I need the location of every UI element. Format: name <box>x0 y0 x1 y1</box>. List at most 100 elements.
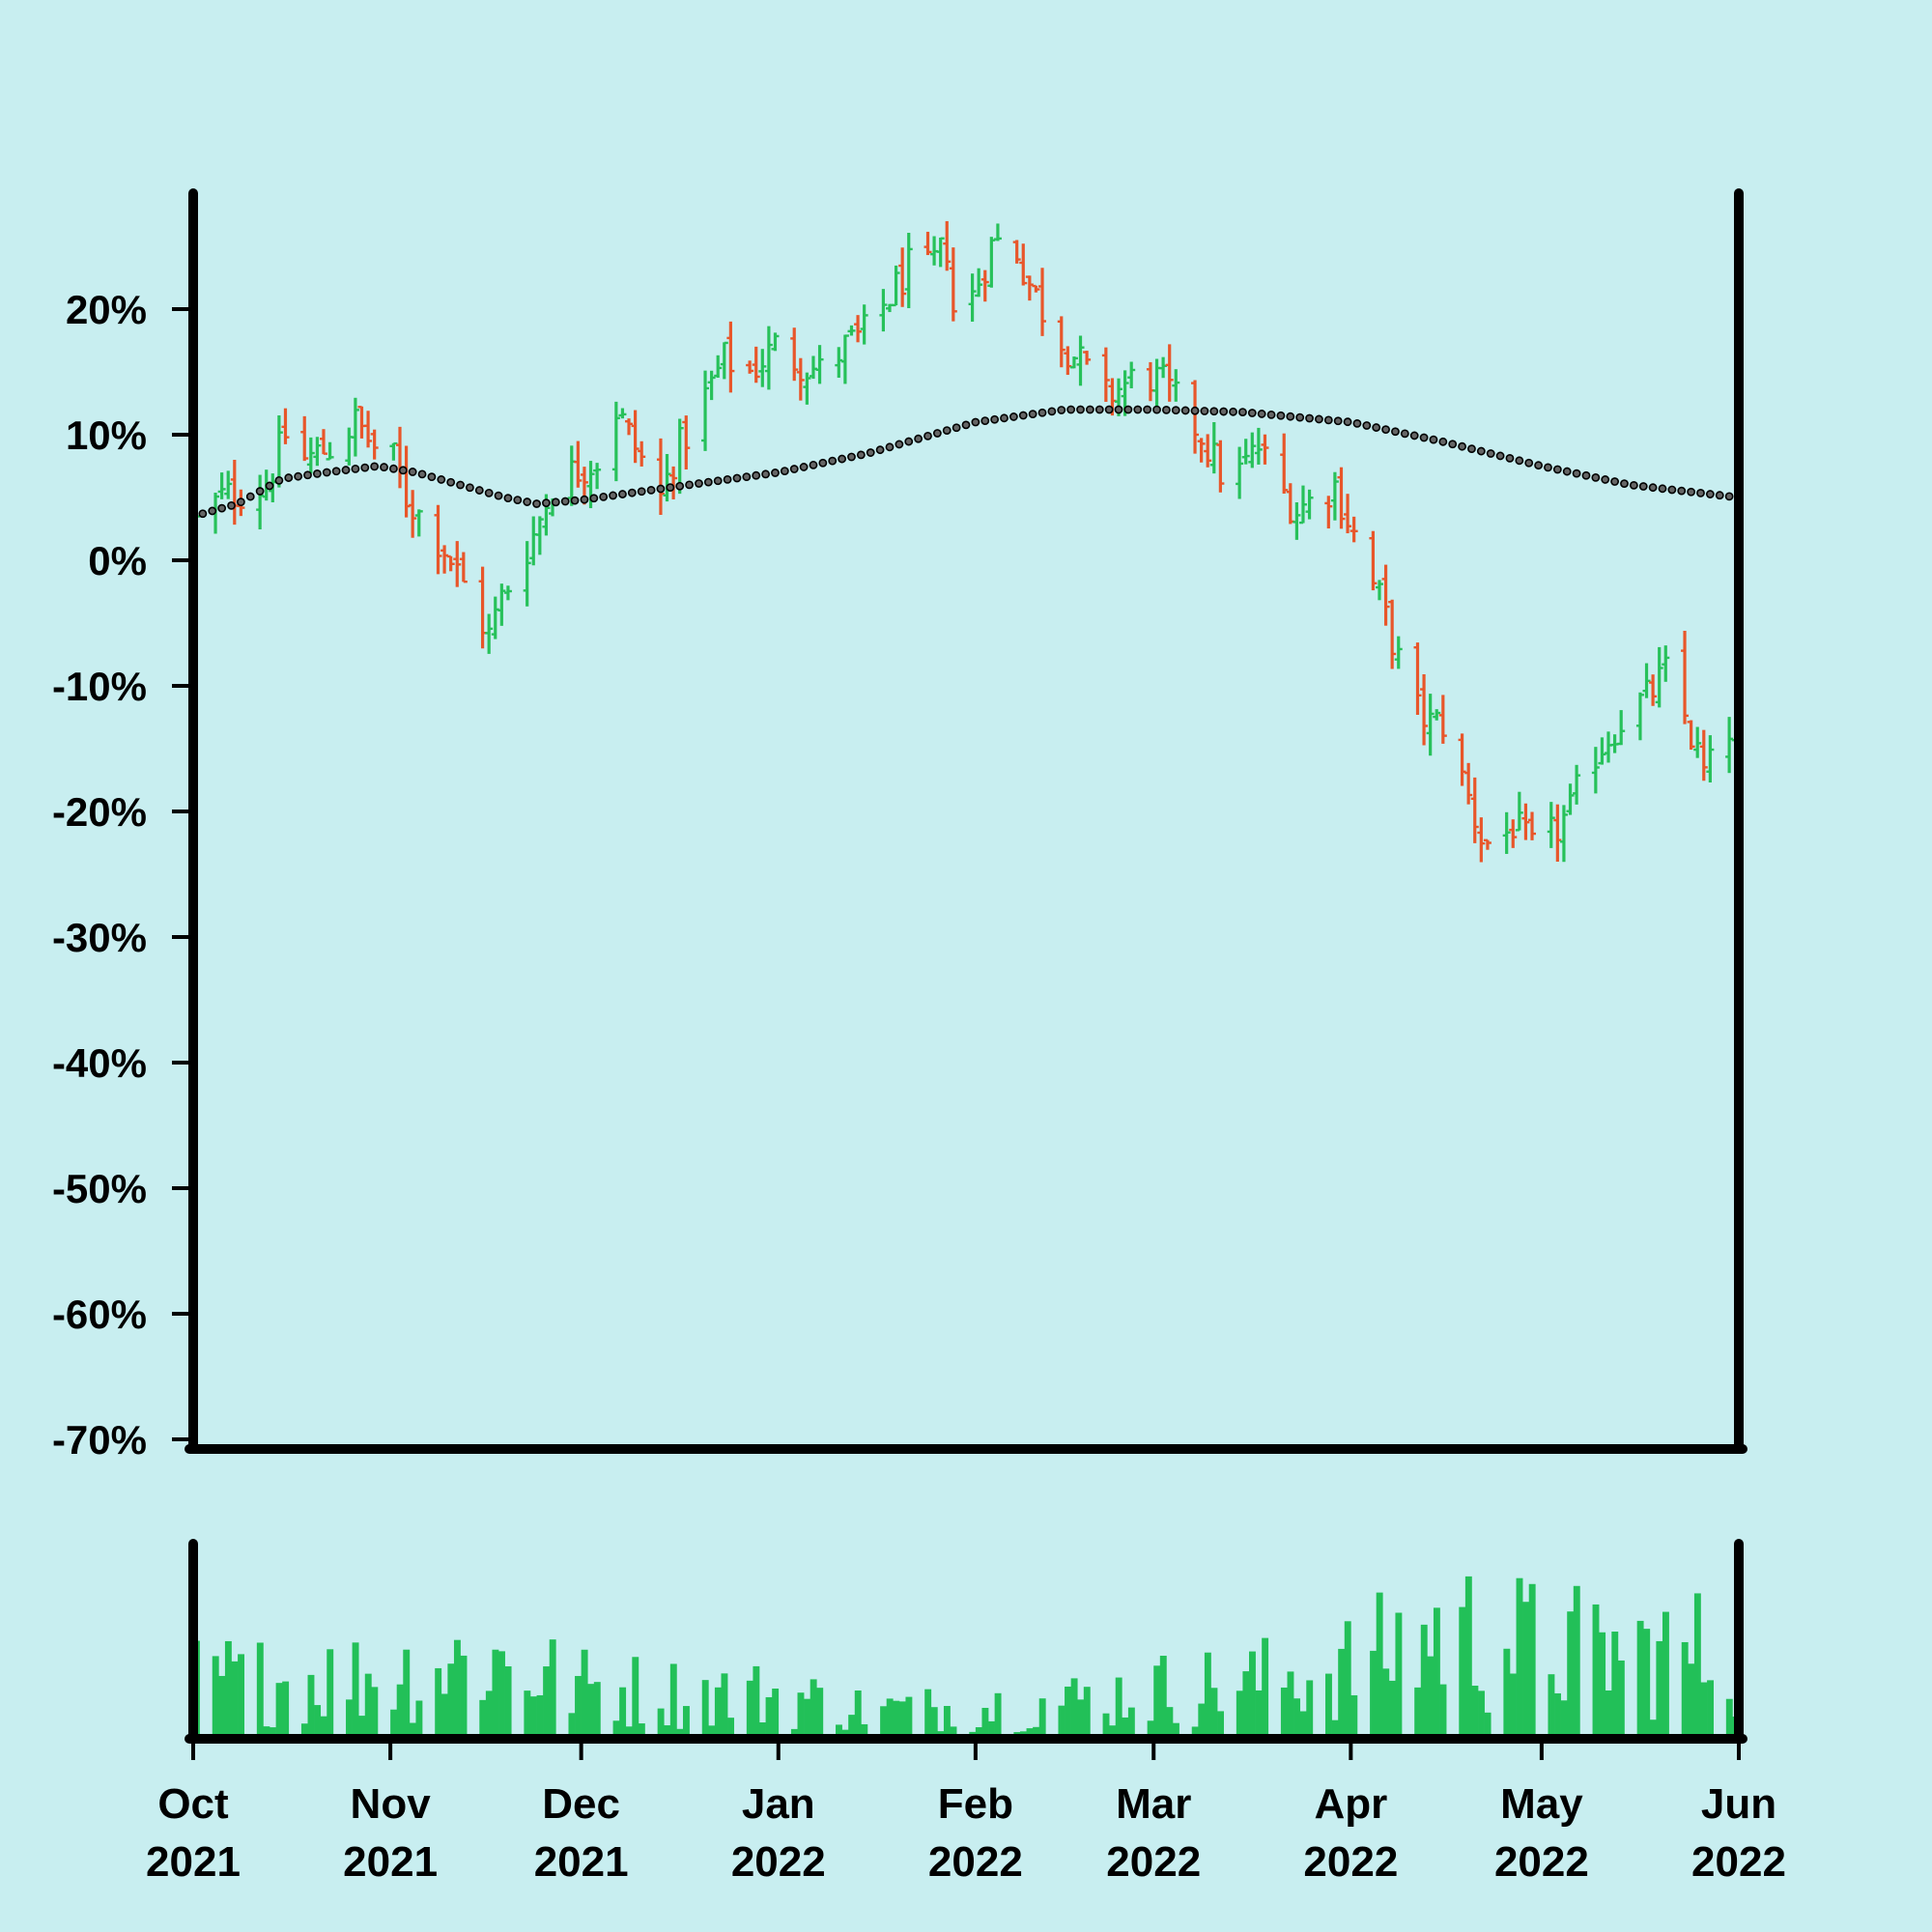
volume-bar <box>1611 1632 1618 1739</box>
ma-point <box>1707 491 1714 497</box>
ma-point <box>715 477 722 484</box>
ohlc-bar <box>1159 357 1167 379</box>
ma-point <box>629 490 636 497</box>
ma-point <box>476 487 483 494</box>
volume-bar <box>1058 1706 1065 1739</box>
ma-point <box>1402 430 1408 437</box>
ohlc-bar <box>950 247 957 321</box>
volume-bar <box>619 1688 626 1739</box>
volume-bar <box>1688 1663 1694 1739</box>
ohlc-bar <box>1427 694 1435 755</box>
volume-bar <box>498 1651 505 1739</box>
ma-point <box>1267 412 1274 418</box>
ma-point <box>1296 414 1303 421</box>
volume-bar <box>441 1693 448 1739</box>
ohlc-bar <box>1019 243 1027 285</box>
ma-point <box>1650 484 1657 491</box>
volume-bar <box>1065 1687 1071 1739</box>
ma-point <box>504 495 511 501</box>
ohlc-bar <box>256 475 264 529</box>
ma-point <box>571 497 578 504</box>
ma-point <box>1602 476 1608 483</box>
volume-bar <box>1350 1695 1357 1739</box>
ohlc-bar <box>1242 439 1250 464</box>
ohlc-bar <box>1643 664 1651 698</box>
ma-point <box>1506 455 1513 462</box>
volume-bar <box>1077 1699 1084 1739</box>
volume-bar <box>683 1706 690 1739</box>
volume-bar <box>1599 1633 1605 1739</box>
volume-bar <box>257 1642 264 1739</box>
volume-bar <box>1561 1700 1568 1739</box>
volume-bar <box>365 1674 372 1739</box>
volume-bar <box>1726 1699 1733 1739</box>
volume-bar <box>486 1690 493 1739</box>
ma-point <box>934 430 941 437</box>
ohlc-bar <box>1521 804 1529 840</box>
volume-bar <box>1574 1586 1580 1739</box>
ohlc-bar <box>320 429 327 454</box>
ohlc-bar <box>460 553 468 582</box>
volume-bar <box>1256 1690 1263 1739</box>
volume-bar <box>1618 1661 1625 1739</box>
ohlc-bar <box>1026 275 1034 300</box>
x-tick-label-year: 2022 <box>1106 1838 1201 1886</box>
ohlc-bar <box>1573 765 1580 805</box>
ohlc-bar <box>409 490 416 538</box>
volume-bar <box>1288 1671 1294 1739</box>
y-tick-label: -70% <box>52 1417 147 1463</box>
ma-point <box>905 438 912 444</box>
ohlc-bar <box>1204 434 1211 467</box>
ma-point <box>686 481 693 488</box>
volume-bar <box>1427 1657 1434 1739</box>
volume-bar <box>1510 1673 1517 1739</box>
volume-bar <box>1382 1668 1389 1739</box>
ohlc-bar <box>1700 730 1708 781</box>
volume-bar <box>1395 1613 1402 1739</box>
ma-point <box>877 446 884 453</box>
ma-point <box>772 469 779 476</box>
price-y-axis: 20%10%0%-10%-20%-30%-40%-50%-60%-70% <box>52 287 193 1463</box>
ma-point <box>1697 490 1704 497</box>
ma-point <box>238 498 244 505</box>
volume-bar <box>397 1685 404 1739</box>
ohlc-bar <box>1560 805 1568 862</box>
moving-average-series <box>189 406 1742 520</box>
ma-point <box>1535 462 1542 469</box>
ohlc-bar <box>307 438 315 473</box>
volume-bar <box>492 1650 498 1739</box>
ma-point <box>610 492 616 498</box>
ohlc-bar <box>1548 802 1555 848</box>
volume-bar <box>530 1696 537 1739</box>
volume-bar <box>1205 1653 1211 1739</box>
ma-point <box>1496 452 1503 459</box>
ma-point <box>1096 406 1103 412</box>
ohlc-bar <box>364 411 372 447</box>
ma-point <box>1259 411 1265 417</box>
ma-point <box>352 466 358 472</box>
ma-point <box>218 505 225 512</box>
ohlc-bar <box>1166 344 1174 401</box>
ohlc-bar <box>1484 840 1492 850</box>
volume-bar <box>1567 1611 1574 1739</box>
ohlc-bar <box>879 289 887 331</box>
ma-point <box>972 418 979 425</box>
ma-point <box>838 455 845 462</box>
ma-point <box>705 478 712 485</box>
x-tick-label-year: 2022 <box>1691 1838 1786 1886</box>
ohlc-bar <box>714 355 722 378</box>
ohlc-bar <box>1688 721 1695 750</box>
ohlc-bar <box>1420 674 1428 745</box>
ma-point <box>696 480 702 487</box>
volume-bar <box>1338 1649 1345 1739</box>
ma-point <box>762 470 769 477</box>
volume-bar <box>1389 1681 1396 1739</box>
volume-bar <box>308 1675 315 1739</box>
ma-point <box>724 476 730 483</box>
ohlc-bar <box>618 409 626 419</box>
ma-point <box>1420 434 1427 440</box>
ohlc-bar <box>1725 717 1733 773</box>
y-tick-label: -50% <box>52 1166 147 1211</box>
ma-point <box>1144 406 1151 412</box>
ohlc-bar <box>1693 726 1701 757</box>
